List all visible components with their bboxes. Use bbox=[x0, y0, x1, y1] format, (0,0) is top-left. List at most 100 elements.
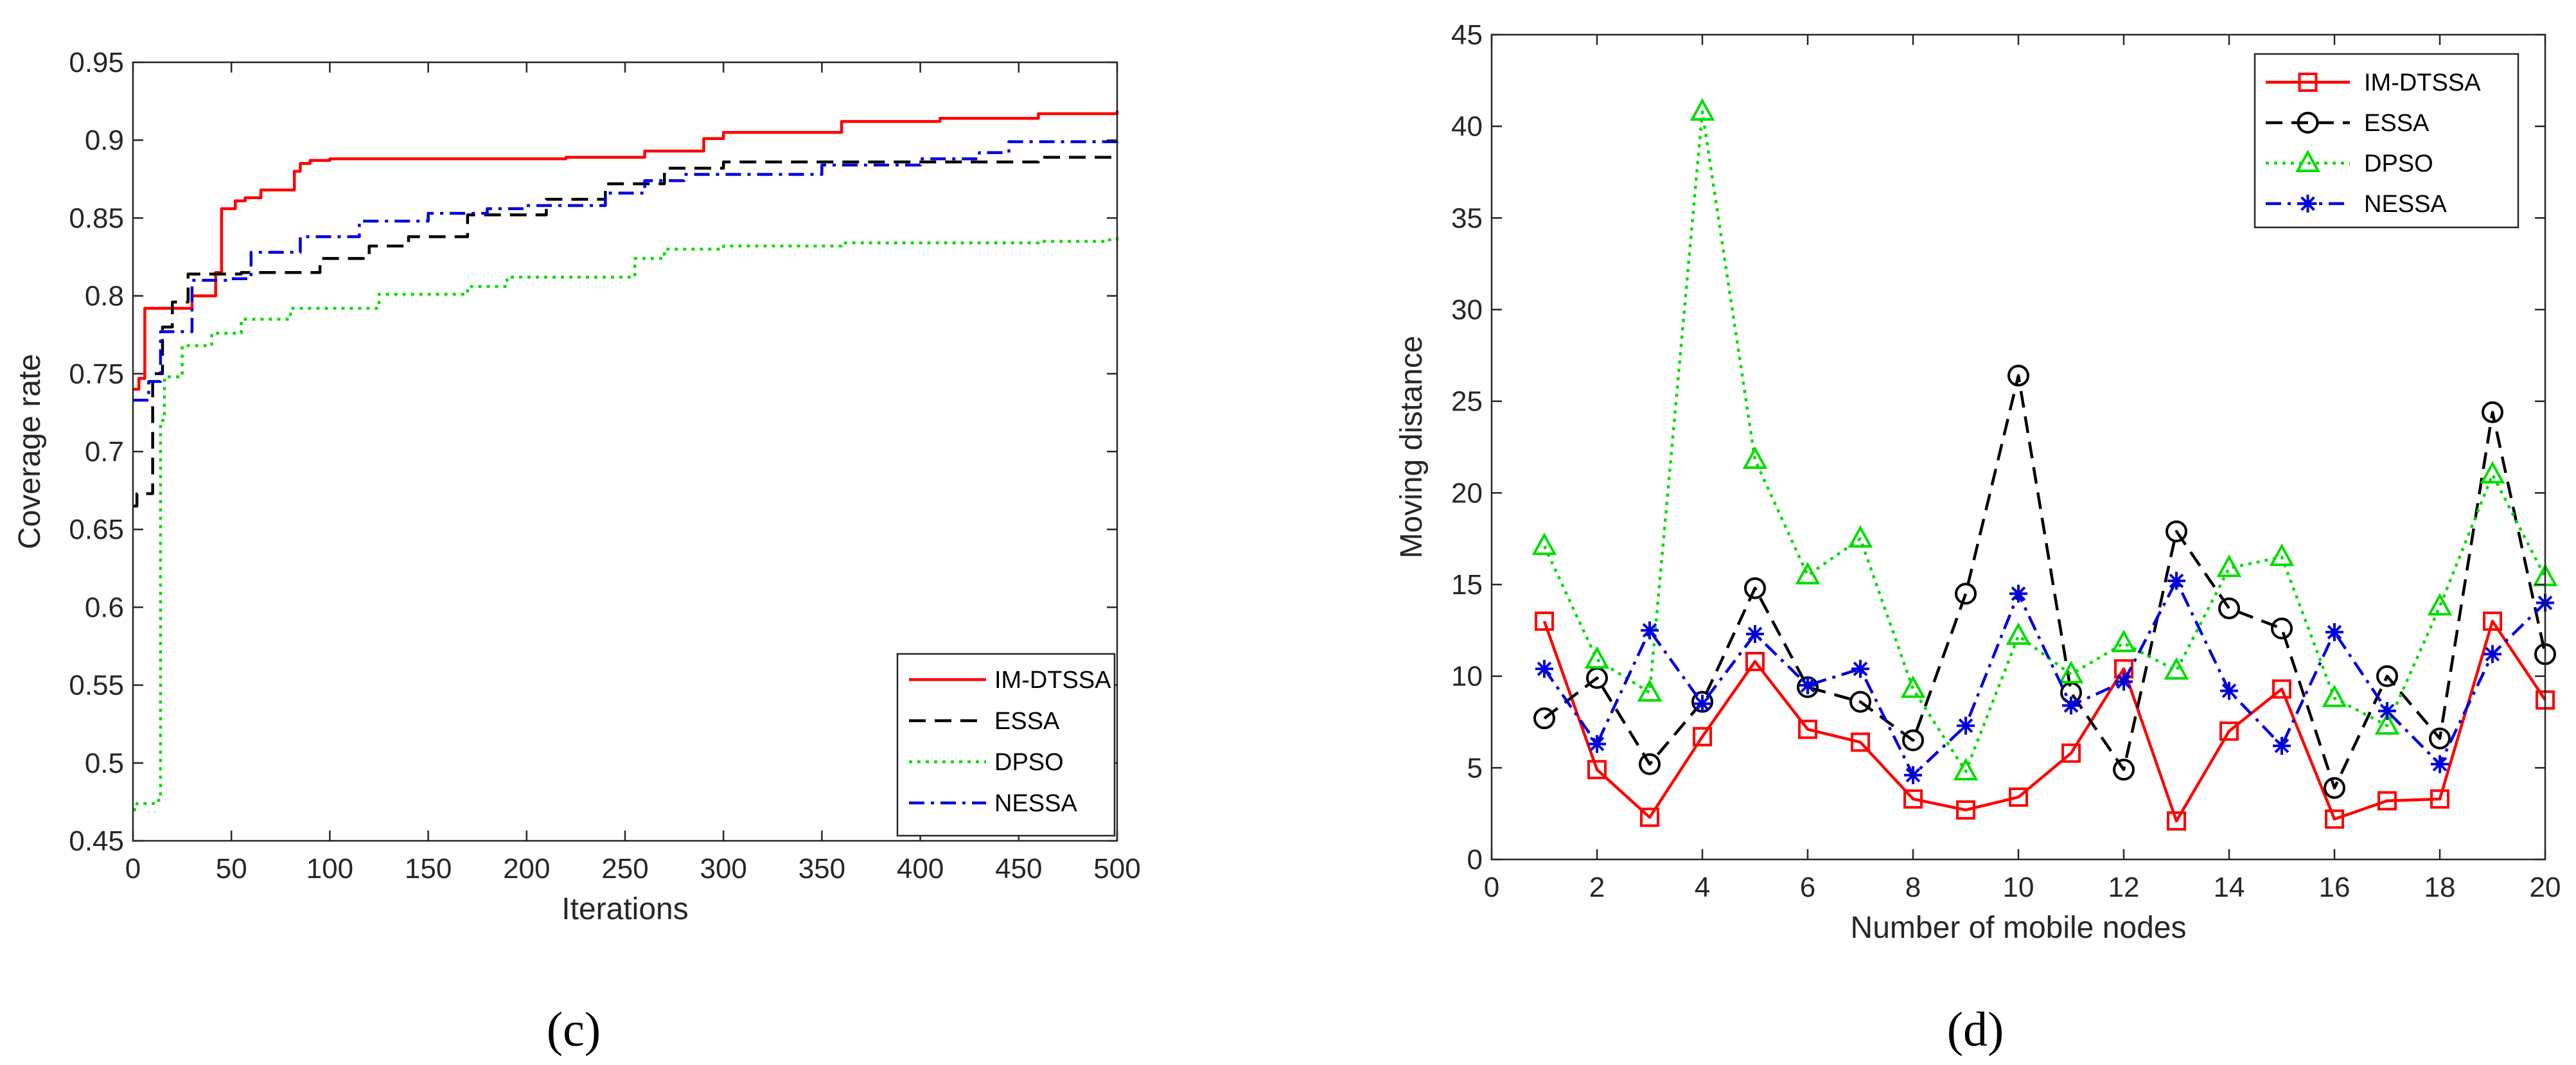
x-tick-label: 150 bbox=[405, 853, 452, 885]
data-point-nessa-16 bbox=[2325, 623, 2343, 642]
y-tick-label: 0.7 bbox=[85, 436, 124, 468]
data-point-essa-3 bbox=[1639, 753, 1661, 775]
x-tick-label: 100 bbox=[306, 853, 353, 885]
legend-label-im-dtssa: IM-DTSSA bbox=[994, 667, 1111, 694]
panel-caption: (c) bbox=[547, 1003, 601, 1057]
data-point-dpso-3 bbox=[1637, 679, 1663, 702]
data-point-im-dtssa-1 bbox=[1535, 612, 1554, 631]
data-point-essa-5 bbox=[1744, 577, 1766, 599]
data-point-essa-19 bbox=[2482, 401, 2503, 423]
data-point-essa-9 bbox=[1955, 583, 1977, 605]
y-tick-label: 10 bbox=[1451, 661, 1483, 692]
data-point-essa-12 bbox=[2113, 759, 2135, 781]
data-point-im-dtssa-14 bbox=[2219, 721, 2239, 741]
data-point-nessa-6 bbox=[1799, 676, 1817, 694]
x-tick-label: 200 bbox=[503, 853, 550, 885]
x-tick-label: 8 bbox=[1905, 872, 1921, 903]
y-tick-label: 0 bbox=[1467, 844, 1483, 876]
y-tick-label: 0.85 bbox=[69, 202, 124, 234]
series-line-im-dtssa bbox=[133, 110, 1119, 391]
data-point-dpso-2 bbox=[1584, 646, 1610, 669]
x-tick-label: 450 bbox=[995, 853, 1042, 885]
x-tick-label: 20 bbox=[2530, 872, 2561, 903]
legend-label-nessa: NESSA bbox=[994, 790, 1077, 817]
x-tick-label: 0 bbox=[125, 853, 141, 885]
data-point-essa-13 bbox=[2166, 520, 2187, 543]
data-point-dpso-5 bbox=[1742, 446, 1768, 469]
y-tick-label: 30 bbox=[1451, 294, 1483, 326]
data-point-im-dtssa-13 bbox=[2167, 811, 2186, 831]
data-point-dpso-9 bbox=[1953, 757, 1979, 781]
y-tick-label: 0.5 bbox=[85, 748, 124, 779]
data-point-im-dtssa-18 bbox=[2430, 789, 2449, 809]
y-tick-label: 0.65 bbox=[69, 514, 124, 545]
legend-label-dpso: DPSO bbox=[994, 749, 1064, 776]
y-tick-label: 40 bbox=[1451, 111, 1483, 143]
data-point-im-dtssa-19 bbox=[2483, 612, 2502, 631]
x-tick-label: 12 bbox=[2108, 872, 2140, 903]
data-point-dpso-16 bbox=[2322, 684, 2347, 707]
y-axis-label: Coverage rate bbox=[13, 354, 47, 549]
data-point-nessa-14 bbox=[2220, 682, 2238, 700]
series-line-essa bbox=[133, 155, 1119, 508]
y-tick-label: 0.45 bbox=[69, 825, 124, 857]
y-tick-label: 0.6 bbox=[85, 592, 124, 623]
data-point-dpso-8 bbox=[1900, 675, 1926, 698]
data-point-nessa-13 bbox=[2167, 572, 2185, 590]
legend-label-essa: ESSA bbox=[2364, 110, 2430, 137]
data-point-essa-14 bbox=[2218, 597, 2240, 620]
data-point-nessa-12 bbox=[2115, 673, 2133, 691]
legend-label-essa: ESSA bbox=[994, 708, 1060, 735]
series-line-essa bbox=[1543, 374, 2547, 789]
data-point-nessa-4 bbox=[1693, 694, 1711, 713]
x-tick-label: 400 bbox=[897, 853, 944, 885]
x-tick-label: 0 bbox=[1484, 872, 1499, 903]
x-axis-label: Number of mobile nodes bbox=[1851, 911, 2187, 945]
data-point-im-dtssa-17 bbox=[2378, 791, 2397, 811]
y-axis-label: Moving distance bbox=[1395, 336, 1429, 559]
data-point-essa-7 bbox=[1849, 691, 1871, 713]
chart-panel-c: 0 50 100 150 200 250 300 350 400 450 500 0.45 0.5 0.5… bbox=[13, 47, 1141, 1057]
data-point-im-dtssa-15 bbox=[2272, 679, 2291, 699]
data-point-im-dtssa-7 bbox=[1851, 732, 1870, 752]
data-point-essa-15 bbox=[2271, 617, 2293, 640]
series-line-dpso bbox=[1542, 110, 2547, 773]
y-tick-label: 25 bbox=[1451, 386, 1483, 418]
legend-marker-nessa bbox=[2298, 195, 2317, 213]
data-point-im-dtssa-3 bbox=[1640, 807, 1659, 827]
data-point-im-dtssa-11 bbox=[2061, 743, 2081, 763]
x-tick-label: 14 bbox=[2214, 872, 2245, 903]
data-point-essa-18 bbox=[2429, 727, 2451, 750]
data-point-nessa-8 bbox=[1904, 766, 1922, 784]
data-point-nessa-15 bbox=[2273, 737, 2291, 755]
legend-marker-im-dtssa bbox=[2298, 73, 2318, 92]
data-point-im-dtssa-2 bbox=[1587, 760, 1607, 780]
legend-label-im-dtssa: IM-DTSSA bbox=[2364, 69, 2481, 96]
y-tick-label: 0.9 bbox=[85, 125, 124, 156]
x-tick-label: 2 bbox=[1589, 872, 1605, 903]
data-point-dpso-15 bbox=[2269, 543, 2295, 567]
data-point-im-dtssa-8 bbox=[1903, 789, 1923, 809]
data-point-essa-8 bbox=[1902, 729, 1924, 752]
data-point-nessa-1 bbox=[1535, 660, 1553, 678]
x-tick-label: 6 bbox=[1800, 872, 1815, 903]
data-point-nessa-5 bbox=[1746, 625, 1764, 644]
x-tick-label: 18 bbox=[2424, 872, 2456, 903]
y-tick-label: 0.55 bbox=[69, 670, 124, 701]
y-tick-label: 15 bbox=[1451, 569, 1483, 601]
data-point-nessa-11 bbox=[2062, 696, 2080, 715]
data-point-dpso-13 bbox=[2164, 656, 2189, 680]
data-point-nessa-19 bbox=[2483, 645, 2501, 664]
y-tick-label: 35 bbox=[1451, 202, 1483, 234]
data-point-im-dtssa-4 bbox=[1693, 726, 1712, 746]
y-tick-label: 0.95 bbox=[69, 47, 124, 78]
y-tick-label: 5 bbox=[1467, 752, 1483, 784]
data-point-nessa-9 bbox=[1957, 716, 1975, 735]
data-point-nessa-17 bbox=[2378, 701, 2396, 720]
legend-box bbox=[896, 653, 1116, 837]
x-tick-label: 500 bbox=[1093, 853, 1140, 885]
data-point-nessa-10 bbox=[2009, 585, 2027, 603]
data-point-dpso-11 bbox=[2058, 660, 2084, 683]
chart-panel-d: 0 2 4 6 8 10 12 14 16 18 20 0 5 10 15 20 25 30 35 40 45 Numbe… bbox=[1395, 19, 2561, 1057]
